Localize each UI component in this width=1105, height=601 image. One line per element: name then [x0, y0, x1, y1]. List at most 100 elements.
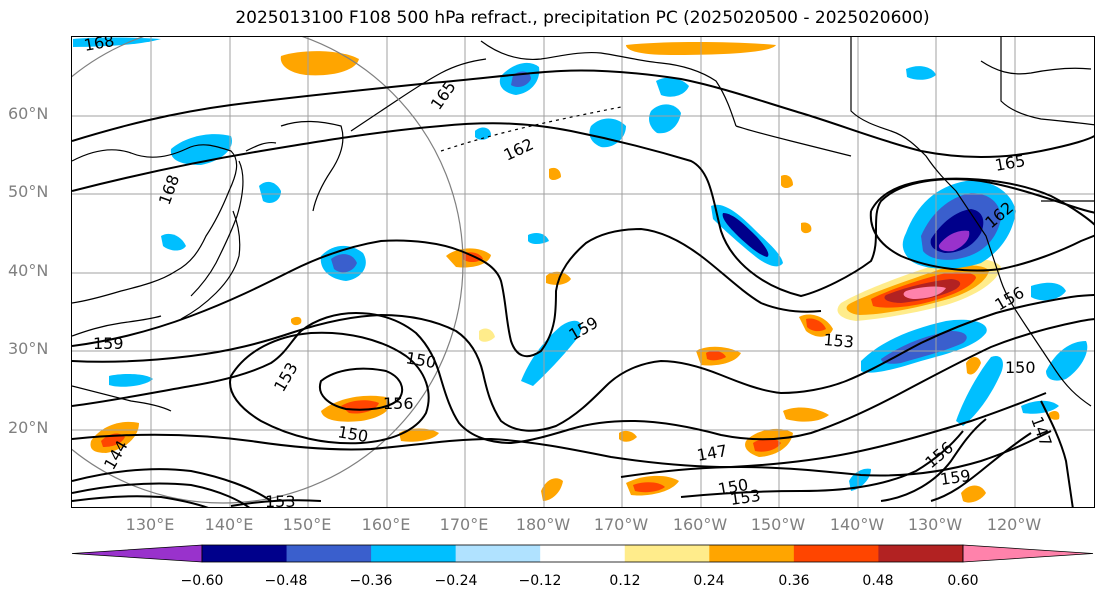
precip-blob [479, 328, 495, 342]
colorbar-cell [709, 545, 795, 562]
contour-label: 147 [1027, 414, 1055, 449]
precip-blob [475, 127, 491, 140]
colorbar-tick: 0.12 [609, 573, 641, 589]
colorbar-tick: −0.48 [264, 573, 308, 589]
precip-blob [903, 286, 946, 299]
precip-blob [801, 222, 812, 234]
contour-label: 153 [270, 359, 302, 395]
lat-label-30n: 30°N [8, 339, 49, 358]
map-panel[interactable]: 168 165 162 165 162 159 156 153 150 156 … [71, 36, 1095, 508]
precip-blob [170, 134, 232, 165]
precipitation-shading [73, 37, 1088, 503]
contour-label: 162 [501, 134, 537, 164]
precip-blob [633, 482, 665, 493]
precip-blob [649, 104, 681, 134]
lon-label-140e: 140°E [204, 515, 254, 534]
precip-blob [722, 213, 769, 257]
contour-label: 168 [82, 37, 115, 55]
colorbar-cell [286, 545, 372, 562]
colorbar-extend-high [962, 544, 1094, 563]
lon-label-170e: 170°E [439, 515, 489, 534]
precip-blob [549, 167, 561, 180]
precip-blob [528, 233, 549, 244]
precip-blob [259, 181, 281, 203]
precip-blob [938, 230, 970, 252]
contour-label: 153 [729, 486, 762, 508]
precip-blob [619, 430, 637, 442]
contour-labels: 168 165 162 165 162 159 156 153 150 156 … [82, 37, 1055, 508]
colorbar-cell [202, 545, 288, 562]
precip-blob [956, 355, 1003, 426]
contour-label: 150 [404, 348, 437, 372]
precip-blob [1049, 411, 1060, 420]
precip-blob [656, 77, 689, 97]
lon-label-160w: 160°W [672, 515, 728, 534]
contour-label: 159 [939, 466, 972, 489]
colorbar-extend-low [71, 544, 203, 563]
contour-label: 168 [155, 172, 183, 207]
contour-label: 153 [265, 492, 296, 508]
lat-label-60n: 60°N [8, 104, 49, 123]
precip-blob [706, 350, 726, 361]
lon-label-170w: 170°W [593, 515, 649, 534]
coastlines [72, 37, 1094, 412]
precip-blob [73, 37, 161, 47]
contour-label: 156 [383, 394, 414, 413]
map-canvas: 168 165 162 165 162 159 156 153 150 156 … [72, 37, 1094, 508]
colorbar-tick: −0.24 [434, 573, 478, 589]
precip-blob [753, 438, 781, 452]
contour-label: 165 [993, 151, 1026, 175]
precip-blob [906, 66, 936, 80]
precip-blob [1031, 282, 1066, 301]
lon-label-140w: 140°W [829, 515, 885, 534]
lon-label-180w: 180°W [515, 515, 571, 534]
precip-blob [109, 374, 153, 387]
precip-blob [161, 233, 186, 251]
colorbar-cell [455, 545, 541, 562]
precip-blob [781, 175, 793, 188]
contour-label: 153 [823, 330, 855, 352]
colorbar-cell [540, 545, 626, 562]
precip-blob [331, 254, 357, 273]
lat-label-40n: 40°N [8, 261, 49, 280]
colorbar-tick: −0.12 [518, 573, 562, 589]
colorbar-cell [371, 545, 457, 562]
lon-label-130e: 130°E [125, 515, 175, 534]
lon-label-150w: 150°W [750, 515, 806, 534]
precip-blob [291, 316, 302, 326]
figure-title: 2025013100 F108 500 hPa refract., precip… [235, 8, 930, 28]
lon-label-130w: 130°W [907, 515, 963, 534]
precip-blob [961, 485, 986, 503]
precip-blob [541, 478, 563, 501]
lon-label-150e: 150°E [282, 515, 332, 534]
colorbar-cell [793, 545, 879, 562]
lon-label-120w: 120°W [986, 515, 1042, 534]
colorbar-cell [624, 545, 710, 562]
precip-blob [783, 407, 829, 422]
contour-label: 159 [93, 334, 124, 353]
colorbar-tick: 0.48 [862, 573, 894, 589]
precip-blob [881, 331, 967, 364]
precip-blob [280, 51, 359, 76]
colorbar-tick: −0.60 [180, 573, 224, 589]
refractivity-contours [72, 69, 1094, 507]
colorbar-outline [201, 544, 964, 563]
colorbar-tick: 0.36 [778, 573, 810, 589]
lon-label-160e: 160°E [361, 515, 411, 534]
precip-blob [1046, 341, 1088, 381]
precip-blob [966, 357, 981, 375]
contour-label: 147 [695, 441, 728, 465]
precip-blob [806, 318, 826, 332]
colorbar-tick: −0.36 [349, 573, 393, 589]
lat-label-20n: 20°N [8, 418, 49, 437]
colorbar-cell [878, 545, 964, 562]
graticule [72, 37, 1094, 507]
lat-label-50n: 50°N [8, 182, 49, 201]
colorbar-tick: 0.24 [693, 573, 725, 589]
precip-blob [399, 428, 439, 442]
range-circle [72, 37, 464, 504]
precip-blob [1021, 400, 1059, 414]
precip-blob [521, 320, 582, 386]
contour-label: 150 [1005, 358, 1036, 377]
colorbar-cells [71, 544, 1094, 563]
